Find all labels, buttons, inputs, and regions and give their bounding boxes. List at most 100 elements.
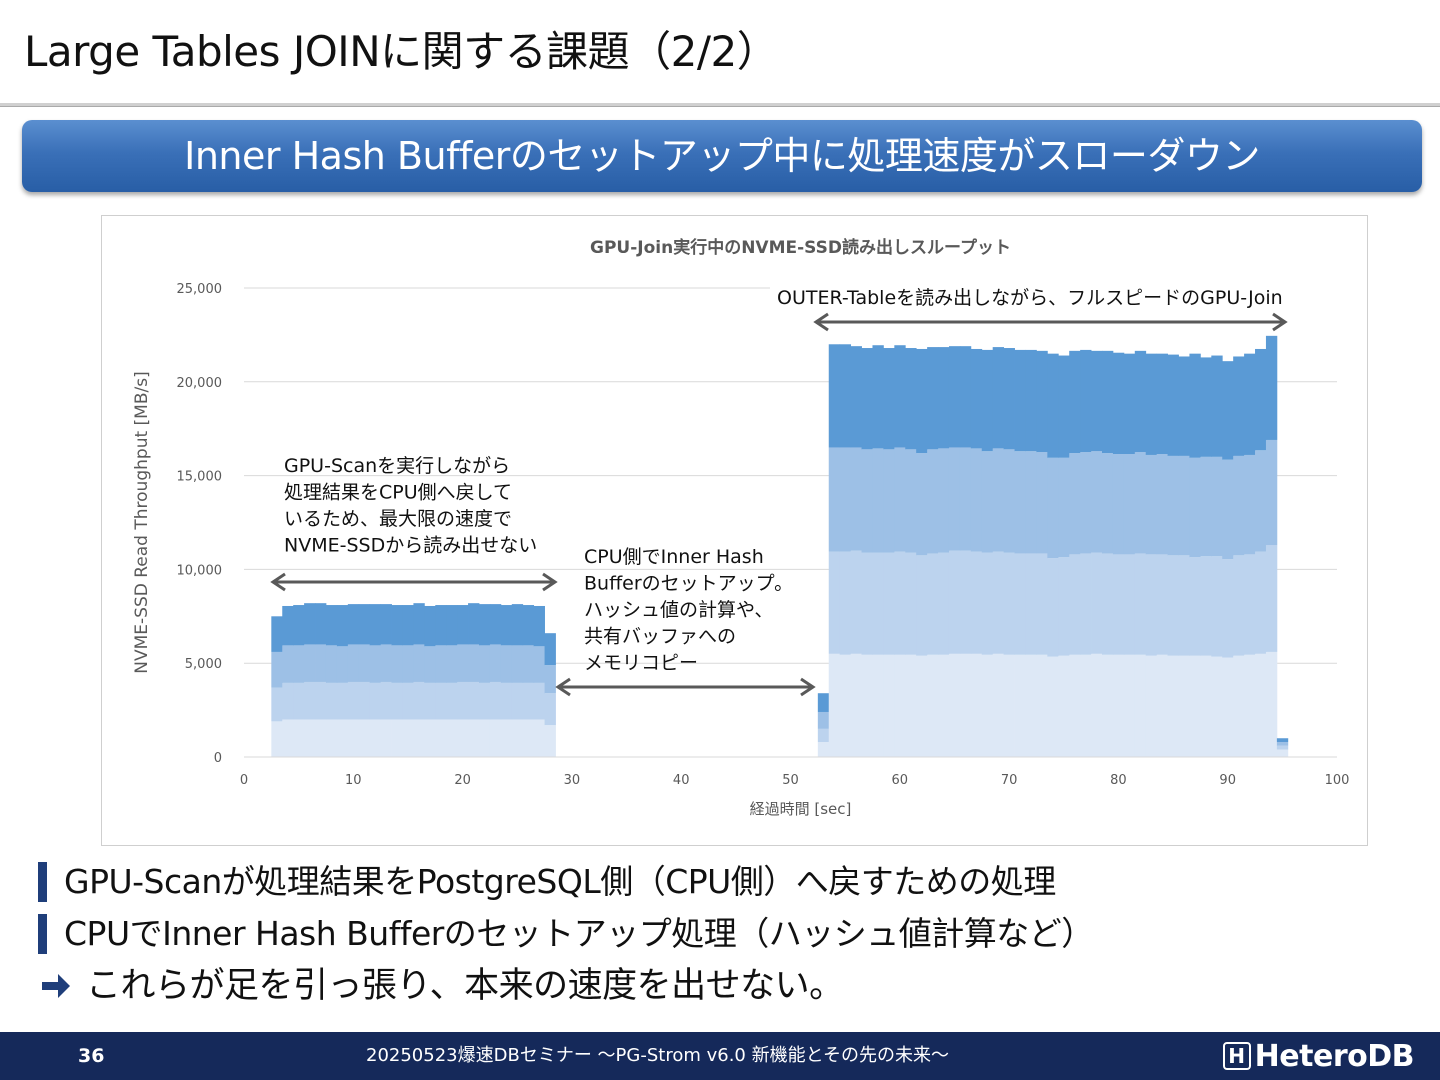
chart-bar-segment [315,719,327,757]
chart-bar-segment [1200,556,1212,656]
chart-bar-segment [347,719,360,757]
chart-bar-segment [883,449,895,553]
chart-bar-segment [1211,556,1223,657]
y-tick-label: 20,000 [177,376,223,391]
chart-bar-segment [948,653,961,757]
chart-bar-segment [1189,457,1201,558]
chart-bar-segment [1069,654,1081,757]
chart-bar-segment [457,605,469,645]
chart-bar-segment [511,604,524,646]
logo-text: HeteroDB [1254,1038,1415,1074]
chart-bar-segment [1244,454,1256,555]
chart-bar-segment [861,449,873,553]
right-arrow-icon [42,974,70,998]
chart-bar-segment [970,348,983,449]
chart-bar-segment [347,681,360,720]
chart-bar-segment [489,604,502,645]
chart-bar-segment [894,551,906,655]
chart-bar-segment [1178,356,1190,456]
chart-bar-segment [435,719,447,757]
bullet-list: GPU-Scanが処理結果をPostgreSQL側（CPU側）へ戻すための処理 … [38,856,1418,1012]
chart-bar-segment [1233,655,1245,757]
chart-bar-segment [1080,553,1092,655]
chart-bar-segment [1211,355,1223,457]
chart-bar-segment [938,654,950,757]
chart-bar-segment [435,605,447,646]
footer-caption: 20250523爆速DBセミナー ～PG-Strom v6.0 新機能とその先の… [366,1045,950,1066]
chart-bar-segment [1200,655,1212,757]
chart-bar-segment [402,645,414,683]
chart-bar-segment [325,605,338,646]
conclusion-line: これらが足を引っ張り、本来の速度を出せない。 [38,960,1418,1012]
range-arrow [270,572,558,592]
chart-bar-segment [358,719,371,757]
chart-bar-segment [1014,451,1026,554]
chart-bar-segment [325,682,338,720]
chart-bar-segment [315,603,327,645]
chart-bar-segment [369,682,382,720]
chart-bar-segment [336,605,349,647]
chart-bar-segment [1025,654,1037,757]
chart-bar-segment [446,682,458,720]
x-tick-label: 60 [892,773,909,788]
chart-bar-segment [916,348,928,454]
chart-bar-segment [1102,350,1114,454]
chart-bar-segment [424,605,436,647]
chart-bar-segment [817,741,830,757]
chart-bar-segment [1047,457,1059,559]
chart-bar-segment [446,605,458,646]
chart-bar-segment [894,345,906,448]
chart-bar-segment [839,654,852,757]
chart-bar-segment [1145,454,1158,555]
chart-bar-segment [1036,452,1048,554]
chart-annotation: Bufferのセットアップ。 [584,573,793,595]
chart-bar-segment [1102,453,1114,554]
chart-bar-segment [861,654,873,757]
chart-bar-segment [1156,654,1168,757]
range-arrow [555,677,816,697]
chart-bar-segment [380,604,392,645]
x-tick-label: 100 [1325,773,1350,788]
chart-bar-segment [489,719,502,757]
chart-bar-segment [992,551,1005,654]
chart-annotation: GPU-Scanを実行しながら [284,455,510,477]
chart-bar-segment [1014,654,1026,757]
chart-bar-segment [336,682,349,720]
chart-bar-segment [457,719,469,757]
chart-bar-segment [959,550,972,654]
y-axis-title: NVME-SSD Read Throughput [MB/s] [132,371,152,673]
x-tick-label: 10 [345,773,362,788]
chart-bar-segment [479,682,491,720]
chart-bar-segment [1091,350,1103,452]
chart-bar-segment [413,603,425,645]
chart-bar-segment [1255,551,1267,654]
chart-bar-segment [522,645,535,683]
chart-bar-segment [1276,738,1289,742]
chart-bar-segment [1058,355,1070,458]
chart-bar-segment [1244,654,1256,757]
chart-annotation: いるため、最大限の速度で [284,508,512,530]
chart-bar-segment [1003,449,1015,553]
chart-bar-segment [293,605,305,646]
chart-bar-segment [304,603,316,645]
chart-bar-segment [1134,350,1147,453]
chart-bar-segment [413,681,425,720]
x-tick-label: 50 [782,773,799,788]
chart-bar-segment [325,719,338,757]
chart-canvas: 0 5,000 10,000 15,000 20,000 25,000 0 10 20 30 40 5… [132,237,1350,818]
chart-bar-segment [1014,553,1026,655]
chart-bar-segment [468,681,480,720]
chart-bar-segment [511,719,524,757]
chart-bar-segment [948,346,961,448]
chart-bar-segment [1123,554,1136,655]
chart-bar-segment [1178,655,1190,757]
chart-bar-segment [369,719,382,757]
chart-bar-segment [872,448,884,553]
chart-bar-segment [839,344,852,448]
chart-bar-segment [1091,451,1103,553]
chart-bar-segment [489,644,502,682]
chart-bar-segment [358,604,371,645]
chart-bar-segment [1091,552,1103,654]
chart-bar-segment [828,447,841,552]
bullet-item: GPU-Scanが処理結果をPostgreSQL側（CPU側）へ戻すための処理 [38,856,1418,908]
